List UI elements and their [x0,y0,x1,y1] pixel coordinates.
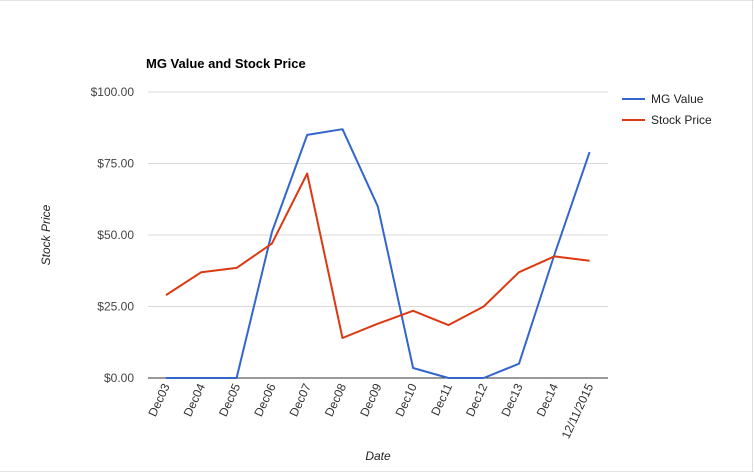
legend-label: Stock Price [651,113,712,127]
x-axis-label: Date [365,449,391,463]
legend: MG Value Stock Price [622,92,712,127]
y-axis-tick-labels: $0.00 $25.00 $50.00 $75.00 $100.00 [91,85,135,385]
x-tick-label: Dec07 [287,381,314,419]
x-tick-label: Dec03 [145,381,172,419]
x-tick-label: Dec11 [428,381,455,418]
x-tick-label: Dec10 [392,381,419,419]
y-tick-label: $100.00 [91,85,135,99]
y-axis-label: Stock Price [39,204,53,265]
x-tick-label: Dec13 [498,381,525,419]
legend-label: MG Value [651,92,704,106]
chart-title: MG Value and Stock Price [146,56,306,71]
x-tick-label: Dec08 [322,381,349,419]
x-tick-label: 12/11/2015 [559,381,597,441]
x-tick-label: Dec06 [251,381,278,419]
y-tick-label: $0.00 [104,371,134,385]
series-line-mg-value [166,128,591,379]
series-lines [165,128,591,379]
x-tick-label: Dec14 [534,381,561,419]
x-tick-label: Dec05 [216,381,243,419]
x-axis-tick-labels: Dec03 Dec04 Dec05 Dec06 Dec07 Dec08 Dec09 Dec10… [145,381,596,441]
y-tick-label: $50.00 [97,228,134,242]
x-tick-label: Dec12 [463,381,490,419]
y-tick-label: $75.00 [97,157,134,171]
x-tick-label: Dec09 [357,381,384,419]
series-line-stock-price [165,172,590,339]
y-tick-label: $25.00 [97,300,134,314]
gridlines [148,91,608,307]
x-tick-label: Dec04 [181,381,208,419]
